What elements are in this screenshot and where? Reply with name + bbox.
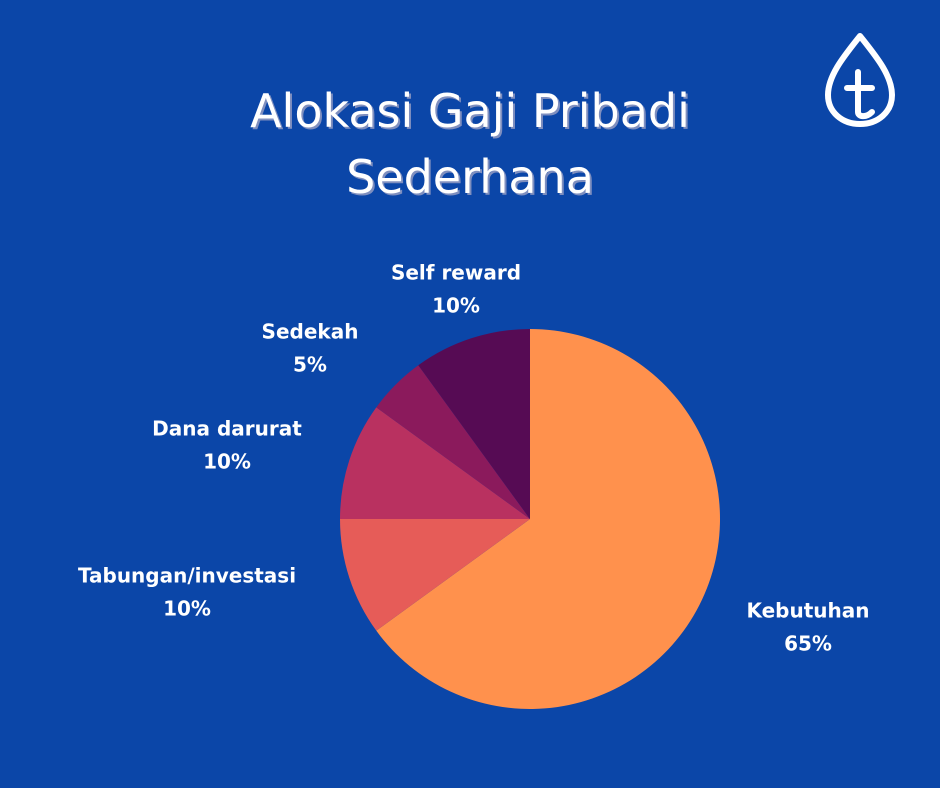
chart-title: Alokasi Gaji Pribadi Sederhana bbox=[250, 84, 690, 204]
slice-value-label: 10% bbox=[203, 450, 251, 474]
pie-slice bbox=[376, 329, 721, 709]
slice-label: Sedekah bbox=[262, 320, 359, 344]
slice-label: Tabungan/investasi bbox=[78, 564, 296, 588]
slice-value-label: 10% bbox=[163, 597, 211, 621]
pie-slice bbox=[340, 407, 530, 519]
slice-label: Self reward bbox=[391, 261, 521, 285]
pie-slice bbox=[376, 365, 530, 519]
slice-label: Dana darurat bbox=[152, 417, 302, 441]
slice-value-label: 65% bbox=[784, 632, 832, 656]
pie-slice bbox=[340, 519, 530, 631]
slice-value-label: 10% bbox=[432, 294, 480, 318]
slice-value-label: 5% bbox=[293, 353, 327, 377]
pie-slice bbox=[418, 329, 530, 519]
logo bbox=[825, 33, 895, 127]
slice-label: Kebutuhan bbox=[746, 599, 869, 623]
